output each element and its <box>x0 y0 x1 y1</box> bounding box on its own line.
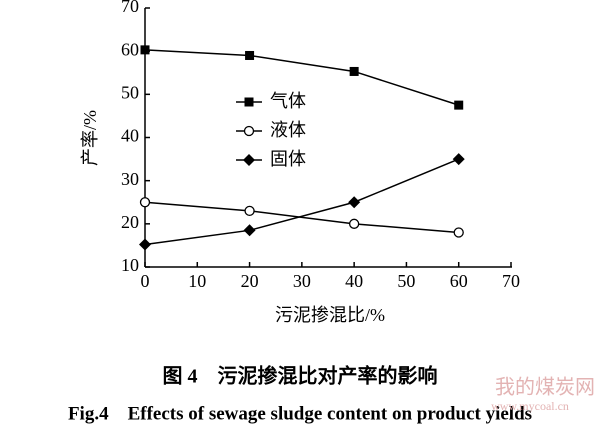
marker <box>349 66 359 76</box>
x-tick-label: 40 <box>345 271 363 291</box>
legend-label: 气体 <box>270 91 306 112</box>
marker <box>245 50 255 60</box>
marker <box>454 100 464 110</box>
x-tick-label: 70 <box>502 271 520 291</box>
y-tick-label: 40 <box>121 126 139 146</box>
legend-marker <box>244 97 254 107</box>
marker <box>348 196 361 209</box>
caption: 图 4 污泥掺混比对产率的影响 <box>163 364 438 388</box>
watermark-url: www.mycoal.cn <box>491 399 569 413</box>
x-tick-label: 10 <box>188 271 206 291</box>
y-tick-label: 60 <box>121 39 139 59</box>
series-line <box>144 201 459 234</box>
y-tick-label: 30 <box>121 169 139 189</box>
legend-marker <box>243 154 255 166</box>
y-tick-label: 10 <box>121 255 139 275</box>
caption-en: Fig.4 Effects of sewage sludge content o… <box>68 403 532 424</box>
x-tick-label: 0 <box>141 271 150 291</box>
y-axis-label: 产率/% <box>80 110 100 166</box>
y-tick-label: 70 <box>121 0 139 16</box>
marker <box>139 197 151 208</box>
marker <box>452 153 465 166</box>
x-tick-label: 30 <box>293 271 311 291</box>
marker <box>348 218 360 229</box>
legend-marker <box>243 125 255 137</box>
legend-label: 液体 <box>270 120 306 141</box>
x-axis-label: 污泥掺混比/% <box>275 305 385 325</box>
watermark: 我的煤炭网 <box>495 375 595 399</box>
y-tick-label: 20 <box>121 212 139 232</box>
y-tick-label: 50 <box>121 82 139 102</box>
marker <box>244 205 255 217</box>
marker <box>139 238 151 251</box>
marker <box>243 224 256 237</box>
legend-label: 固体 <box>270 149 306 170</box>
marker <box>140 45 150 55</box>
series-line <box>144 158 460 246</box>
x-tick-label: 50 <box>397 271 415 291</box>
x-tick-label: 60 <box>450 271 468 291</box>
x-tick-label: 20 <box>241 271 259 291</box>
series-line <box>144 49 459 106</box>
marker <box>453 227 464 238</box>
